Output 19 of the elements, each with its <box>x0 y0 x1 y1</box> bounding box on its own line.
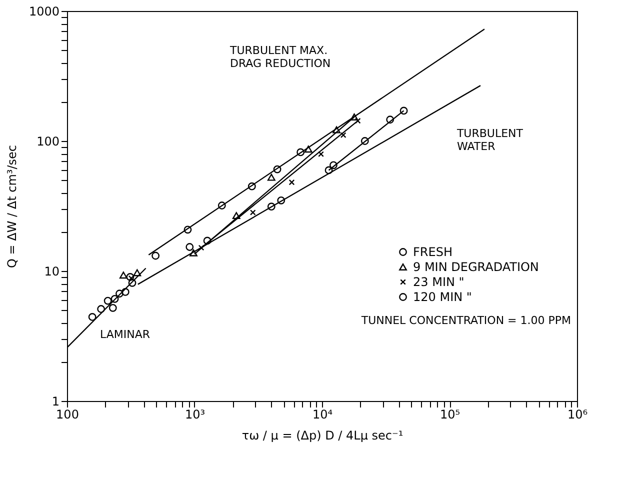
legend-label: 23 MIN " <box>413 275 464 289</box>
x-axis-title: τω / μ = (Δp) D / 4Lμ sec⁻¹ <box>242 428 404 442</box>
y-tick-label: 1 <box>52 394 60 408</box>
annotation: TUNNEL CONCENTRATION = 1.00 PPM <box>360 314 571 327</box>
x-tick-label: 100 <box>56 408 79 422</box>
annotation: LAMINAR <box>100 328 150 341</box>
x-tick-label: 10⁶ <box>567 408 588 422</box>
x-tick-label: 10⁵ <box>440 408 460 422</box>
y-tick-label: 1000 <box>28 4 60 18</box>
y-axis-title: Q = ΔW / Δt cm³/sec <box>4 145 19 268</box>
x-tick-label: 10³ <box>184 408 206 422</box>
y-tick-label: 100 <box>36 134 60 148</box>
annotation: TURBULENT WATER <box>456 126 524 153</box>
annotation: TURBULENT MAX. DRAG REDUCTION <box>229 44 331 70</box>
legend-label: 9 MIN DEGRADATION <box>413 260 539 274</box>
y-tick-label: 10 <box>44 264 60 278</box>
legend-label: 120 MIN " <box>413 290 472 304</box>
legend-label: FRESH <box>413 245 452 259</box>
x-tick-label: 10⁴ <box>312 408 333 422</box>
